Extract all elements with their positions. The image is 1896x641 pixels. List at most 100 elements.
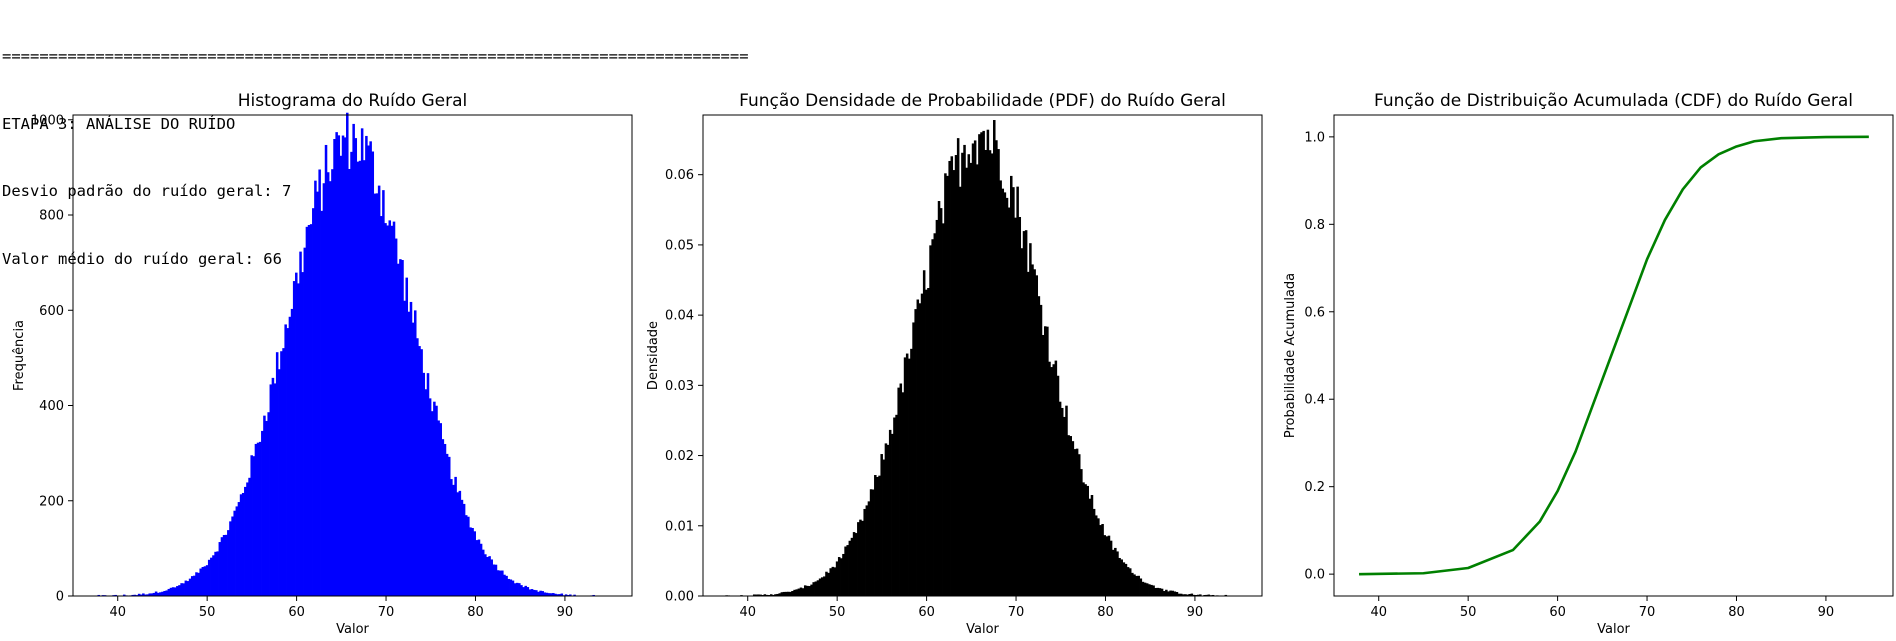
histogram-bar bbox=[558, 594, 561, 596]
histogram-bar bbox=[492, 564, 496, 596]
plot-frame bbox=[1333, 114, 1894, 597]
histogram-bar bbox=[1035, 275, 1039, 596]
histogram-bar bbox=[1086, 485, 1089, 596]
console-std-line: Desvio padrão do ruído geral: 7 bbox=[2, 182, 292, 200]
y-tick-label: 0.02 bbox=[665, 449, 694, 464]
histogram-bar bbox=[201, 567, 205, 596]
x-tick-label: 80 bbox=[1728, 605, 1745, 620]
y-tick-label: 0.04 bbox=[665, 309, 694, 324]
histogram-bar bbox=[547, 593, 551, 596]
histogram-bar bbox=[180, 583, 183, 596]
histogram-bar bbox=[150, 593, 154, 596]
histogram-bar bbox=[216, 551, 219, 596]
histogram-bar bbox=[782, 591, 786, 596]
histogram-bar bbox=[1024, 230, 1028, 596]
histogram-bar bbox=[522, 587, 525, 596]
y-axis-label: Probabilidade Acumulada bbox=[1283, 273, 1298, 438]
histogram-bar bbox=[1048, 361, 1051, 596]
histogram-bar bbox=[1067, 435, 1070, 596]
histogram-bar bbox=[335, 132, 338, 596]
histogram-bar bbox=[755, 594, 758, 596]
histogram-bar bbox=[511, 580, 515, 596]
histogram-bar bbox=[765, 594, 769, 596]
histogram-bar bbox=[1109, 540, 1113, 596]
histogram-bar bbox=[377, 185, 381, 597]
histogram-bar bbox=[382, 190, 385, 596]
histogram-bar bbox=[176, 586, 179, 596]
histogram-bar bbox=[859, 519, 862, 596]
y-tick-label: 800 bbox=[39, 209, 64, 224]
histogram-bar bbox=[545, 592, 549, 596]
histogram-bar bbox=[1092, 508, 1096, 596]
histogram-bar bbox=[430, 411, 434, 596]
histogram-bar bbox=[227, 530, 230, 596]
histogram-bar bbox=[910, 348, 913, 596]
x-tick-label: 70 bbox=[1639, 605, 1656, 620]
histogram-bar bbox=[161, 591, 164, 596]
histogram-bar bbox=[433, 401, 436, 596]
histogram-bar bbox=[488, 556, 491, 596]
histogram-bar bbox=[786, 591, 790, 596]
histogram-bar bbox=[812, 582, 815, 596]
histogram-bar bbox=[524, 585, 527, 596]
histogram-bar bbox=[275, 352, 279, 596]
histogram-bar bbox=[269, 384, 273, 596]
histogram-bar bbox=[871, 489, 875, 596]
histogram-bar bbox=[494, 564, 498, 596]
y-tick-label: 0.6 bbox=[1304, 305, 1325, 320]
histogram-bar bbox=[1016, 186, 1019, 596]
histogram-bar bbox=[122, 594, 126, 596]
histogram-bar bbox=[993, 120, 996, 597]
histogram-bar bbox=[278, 369, 281, 596]
histogram-bar bbox=[1005, 197, 1009, 596]
histogram-bar bbox=[986, 129, 990, 596]
histogram-bar bbox=[458, 490, 462, 596]
histogram-bar bbox=[814, 581, 818, 596]
histogram-bar bbox=[982, 130, 985, 596]
histogram-bar bbox=[288, 316, 292, 596]
histogram-bar bbox=[464, 515, 468, 596]
histogram-bar bbox=[776, 593, 779, 596]
histogram-bar bbox=[1173, 591, 1177, 596]
histogram-bar bbox=[863, 508, 866, 596]
histogram-bar bbox=[405, 277, 409, 596]
histogram-bar bbox=[490, 559, 493, 596]
histogram-bar bbox=[295, 272, 298, 596]
x-tick-label: 40 bbox=[109, 605, 126, 620]
histogram-bar bbox=[780, 592, 784, 596]
histogram-bar bbox=[184, 580, 188, 596]
histogram-bar bbox=[880, 454, 883, 596]
histogram-bar bbox=[418, 346, 421, 596]
histogram-bar bbox=[165, 590, 168, 596]
histogram-bar bbox=[952, 170, 956, 596]
histogram-bar bbox=[554, 593, 557, 596]
histogram-bar bbox=[397, 263, 400, 596]
histogram-bar bbox=[369, 141, 372, 596]
histogram-bar bbox=[388, 220, 392, 596]
histogram-bar bbox=[818, 578, 822, 596]
histogram-bar bbox=[1160, 588, 1164, 596]
histogram-bar bbox=[314, 180, 317, 596]
histogram-bar bbox=[167, 588, 171, 596]
histogram-bar bbox=[1131, 572, 1134, 596]
histogram-bar bbox=[1058, 401, 1062, 596]
histogram-bar bbox=[573, 594, 576, 596]
histogram-bar bbox=[816, 580, 820, 596]
histogram-bar bbox=[454, 476, 457, 596]
histogram-bar bbox=[857, 522, 860, 596]
histogram-bar bbox=[439, 423, 442, 596]
y-tick-label: 200 bbox=[39, 494, 64, 509]
histogram-bar bbox=[1145, 583, 1149, 596]
histogram-bar bbox=[1060, 407, 1064, 596]
histogram-bar bbox=[840, 558, 843, 596]
histogram-bar bbox=[965, 167, 968, 596]
histogram-bar bbox=[980, 132, 983, 596]
histogram-bar bbox=[144, 594, 147, 596]
histogram-bar bbox=[848, 540, 852, 596]
histogram-bar bbox=[959, 186, 962, 597]
histogram-bar bbox=[1156, 587, 1160, 596]
histogram-bar bbox=[471, 527, 474, 596]
histogram-bar bbox=[1167, 591, 1170, 596]
histogram-bar bbox=[833, 567, 837, 596]
